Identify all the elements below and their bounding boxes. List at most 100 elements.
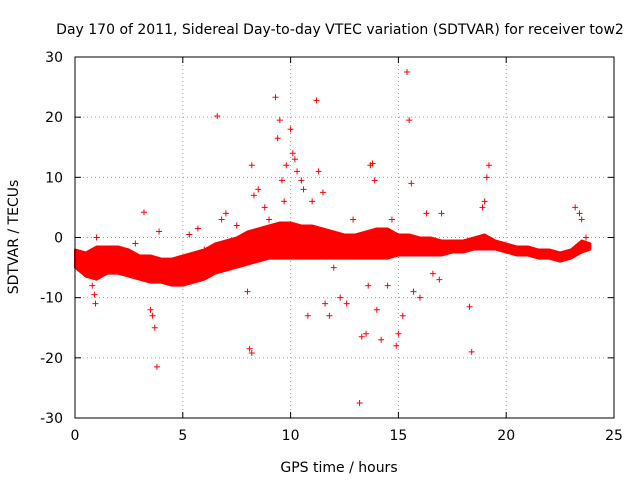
data-point [78, 252, 85, 259]
data-point [481, 198, 488, 205]
data-point [278, 177, 285, 184]
data-point [93, 234, 100, 241]
data-point [315, 168, 322, 175]
data-point [393, 342, 400, 349]
data-point [276, 117, 283, 124]
data-point [466, 303, 473, 310]
data-point [582, 234, 589, 241]
x-tick-label: 25 [605, 428, 623, 444]
data-point [479, 204, 486, 211]
data-point [319, 189, 326, 196]
data-point [233, 222, 240, 229]
y-tick-label: -10 [40, 291, 63, 307]
data-point [248, 162, 255, 169]
axis-layer [74, 56, 615, 419]
data-point [373, 306, 380, 313]
data-point [408, 180, 415, 187]
y-tick-label: 30 [45, 50, 63, 66]
data-point [576, 210, 583, 217]
data-point [218, 216, 225, 223]
data-point [156, 228, 163, 235]
data-point [248, 350, 255, 357]
data-point [151, 324, 158, 331]
data-point [250, 192, 257, 199]
data-point [578, 216, 585, 223]
data-point [378, 336, 385, 343]
data-point [313, 97, 320, 104]
data-point [438, 210, 445, 217]
data-point [222, 210, 229, 217]
data-point [369, 160, 376, 167]
data-point [186, 231, 193, 238]
data-point [298, 177, 305, 184]
data-point [201, 246, 208, 253]
data-point [572, 204, 579, 211]
data-point [194, 225, 201, 232]
data-point [485, 162, 492, 169]
data-point [343, 300, 350, 307]
data-point [363, 330, 370, 337]
data-point [147, 306, 154, 313]
data-point [365, 282, 372, 289]
x-tick-label: 20 [497, 428, 515, 444]
data-point [410, 288, 417, 295]
data-point [281, 198, 288, 205]
point-band [74, 221, 592, 287]
data-point [160, 258, 167, 265]
data-point [384, 282, 391, 289]
data-point [153, 363, 160, 370]
data-point [423, 210, 430, 217]
data-point [132, 240, 139, 247]
data-point [468, 348, 475, 355]
data-point [304, 312, 311, 319]
data-point [388, 216, 395, 223]
y-tick-label: 20 [45, 110, 63, 126]
y-tick-label: -30 [40, 411, 63, 427]
data-point [330, 264, 337, 271]
x-tick-label: 15 [389, 428, 407, 444]
data-point [89, 282, 96, 289]
x-tick-label: 5 [178, 428, 187, 444]
data-point [337, 294, 344, 301]
data-point [309, 198, 316, 205]
data-point [246, 345, 253, 352]
data-point [294, 168, 301, 175]
data-point [266, 216, 273, 223]
data-point [255, 186, 262, 193]
y-tick-label: 0 [54, 231, 63, 247]
y-axis-label: SDTVAR / TECUs [6, 180, 22, 295]
data-point [149, 312, 156, 319]
y-tick-label: 10 [45, 170, 63, 186]
data-point [119, 258, 126, 265]
y-tick-label: -20 [40, 351, 63, 367]
point-band-layer [74, 221, 592, 287]
data-point [322, 300, 329, 307]
data-point [125, 252, 132, 259]
data-point [429, 270, 436, 277]
data-point [244, 288, 251, 295]
data-point [97, 246, 104, 253]
data-point [214, 112, 221, 119]
tick-labels-layer: 0 5 10 15 20 25 -30 -20 -10 0 10 20 30 [40, 50, 623, 444]
data-point [416, 294, 423, 301]
chart-title: Day 170 of 2011, Sidereal Day-to-day VTE… [56, 22, 624, 38]
data-point [358, 333, 365, 340]
data-point [395, 330, 402, 337]
data-point [300, 186, 307, 193]
data-point [140, 209, 147, 216]
x-tick-label: 0 [71, 428, 80, 444]
data-point [404, 69, 411, 76]
data-point [406, 117, 413, 124]
data-point [287, 126, 294, 133]
data-point [274, 135, 281, 142]
data-point [283, 162, 290, 169]
data-point [272, 94, 279, 101]
data-point [326, 312, 333, 319]
data-point [91, 291, 98, 298]
data-point [289, 150, 296, 157]
data-point [371, 177, 378, 184]
x-tick-label: 10 [282, 428, 300, 444]
data-point [399, 312, 406, 319]
